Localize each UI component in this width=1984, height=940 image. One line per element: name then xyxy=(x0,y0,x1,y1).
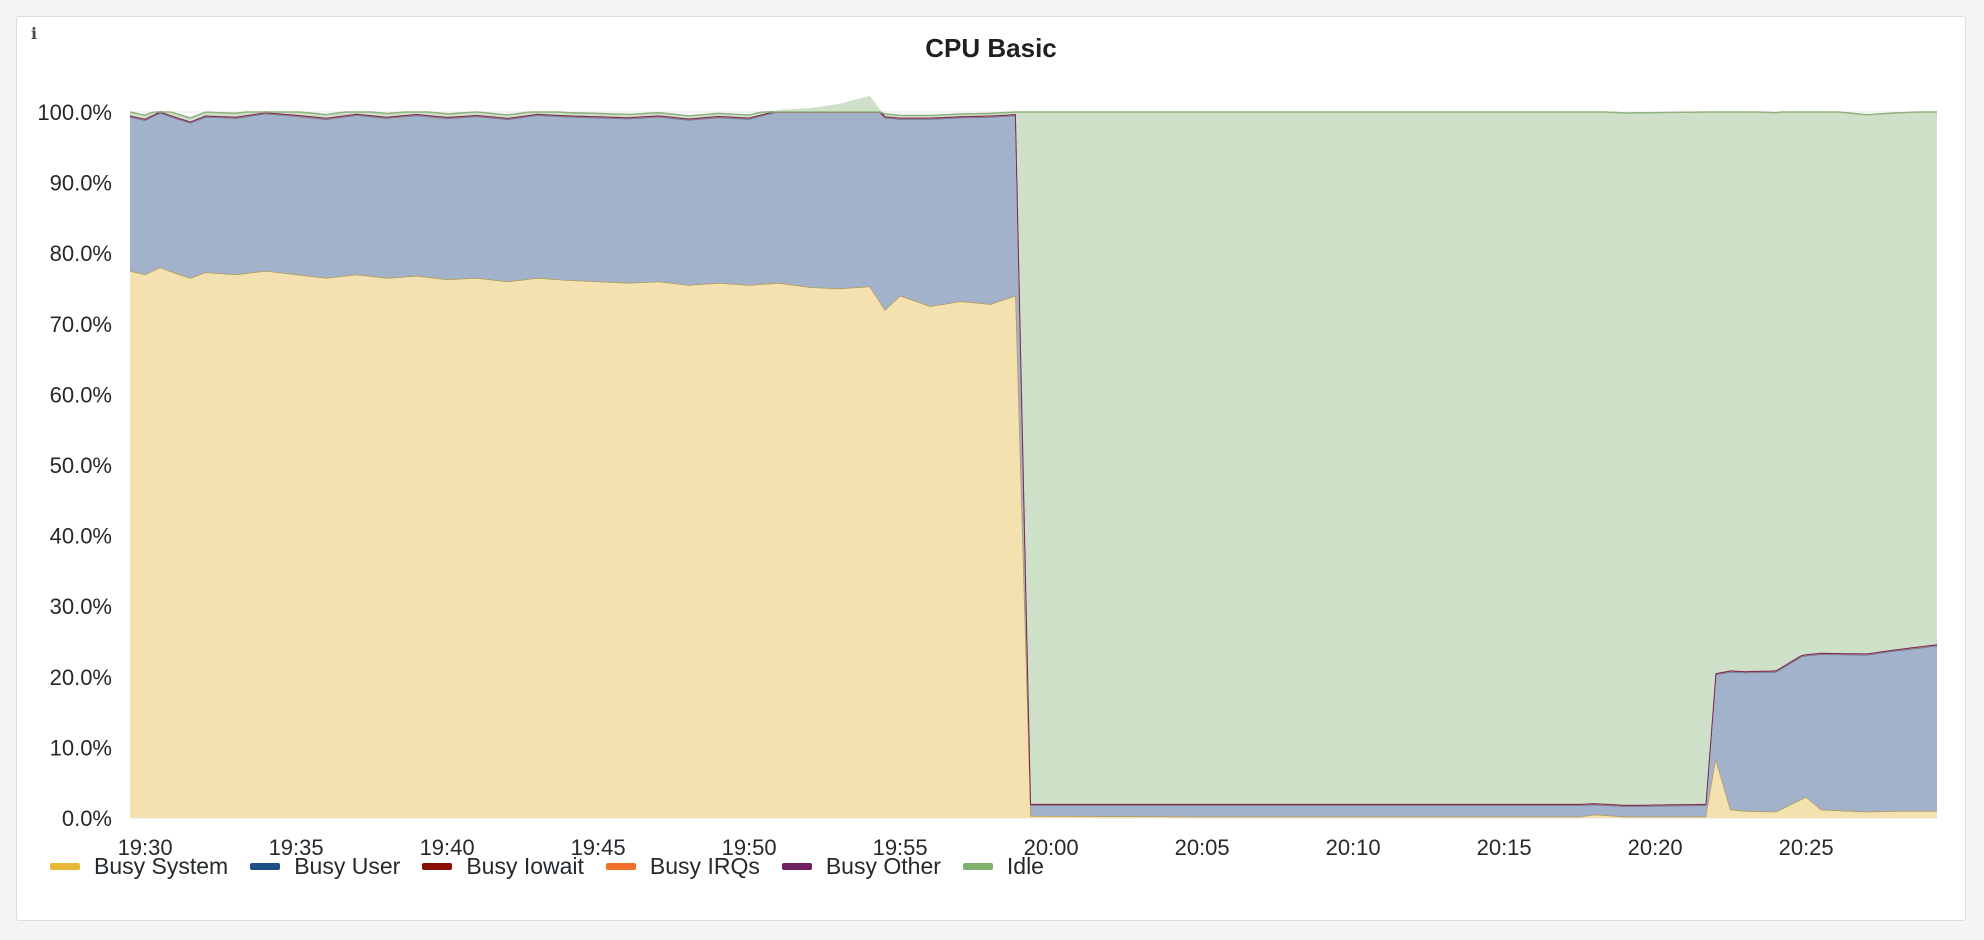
legend-item-busy-user[interactable]: Busy User xyxy=(250,853,400,880)
y-tick-label: 10.0% xyxy=(50,735,112,760)
series-area-busy-system xyxy=(130,267,1937,818)
x-tick-label: 19:40 xyxy=(420,835,475,860)
legend-swatch xyxy=(605,863,636,870)
legend-item-busy-irqs[interactable]: Busy IRQs xyxy=(605,853,760,880)
y-tick-label: 90.0% xyxy=(50,171,112,196)
legend-label: Busy User xyxy=(294,853,401,879)
chart-legend: Busy System Busy User Busy Iowait Busy IRQs… xyxy=(50,853,1066,880)
y-tick-label: 60.0% xyxy=(50,382,112,407)
legend-item-busy-iowait[interactable]: Busy Iowait xyxy=(422,853,584,880)
series-area-busy-user xyxy=(130,112,1937,817)
y-tick-label: 70.0% xyxy=(50,312,112,337)
x-tick-label: 20:20 xyxy=(1628,835,1683,860)
series-area-idle xyxy=(130,95,1937,805)
panel-title: CPU Basic xyxy=(925,33,1057,63)
y-tick-label: 80.0% xyxy=(50,241,112,266)
y-tick-label: 30.0% xyxy=(50,594,112,619)
legend-label: Busy Other xyxy=(825,853,941,879)
x-tick-label: 20:25 xyxy=(1779,835,1834,860)
legend-label: Idle xyxy=(1006,853,1044,879)
y-tick-label: 50.0% xyxy=(50,453,112,478)
legend-swatch xyxy=(250,863,281,870)
x-tick-label: 20:00 xyxy=(1024,835,1079,860)
legend-label: Busy IRQs xyxy=(649,853,760,879)
x-tick-label: 20:15 xyxy=(1477,835,1532,860)
legend-item-busy-other[interactable]: Busy Other xyxy=(781,853,941,880)
legend-swatch xyxy=(781,863,812,870)
y-tick-label: 100.0% xyxy=(37,100,112,125)
legend-label: Busy Iowait xyxy=(466,853,584,879)
y-tick-label: 0.0% xyxy=(62,806,112,831)
legend-label: Busy System xyxy=(94,853,229,879)
legend-item-idle[interactable]: Idle xyxy=(962,853,1044,880)
legend-swatch xyxy=(422,863,453,870)
x-tick-label: 19:55 xyxy=(873,835,928,860)
x-tick-label: 19:30 xyxy=(118,835,173,860)
series-line-idle xyxy=(129,111,1937,119)
x-tick-label: 19:35 xyxy=(269,835,324,860)
y-tick-label: 20.0% xyxy=(50,665,112,690)
info-icon[interactable]: i xyxy=(30,24,38,43)
y-tick-label: 40.0% xyxy=(50,524,112,549)
x-tick-label: 20:10 xyxy=(1326,835,1381,860)
legend-swatch xyxy=(962,863,993,870)
legend-item-busy-system[interactable]: Busy System xyxy=(50,853,228,880)
legend-swatch xyxy=(50,863,80,870)
x-tick-label: 20:05 xyxy=(1175,835,1230,860)
x-tick-label: 19:50 xyxy=(722,835,777,860)
x-tick-label: 19:45 xyxy=(571,835,626,860)
